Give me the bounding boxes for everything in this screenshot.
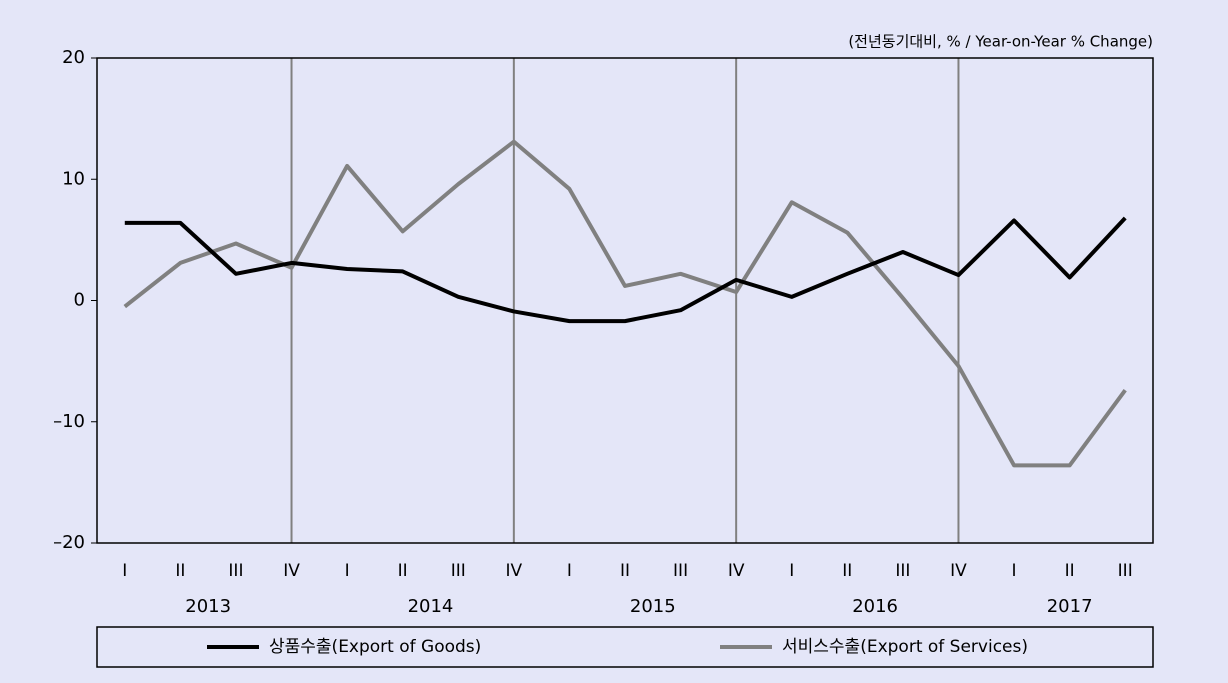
legend-label: 상품수출(Export of Goods) <box>269 637 481 657</box>
year-label: 2015 <box>630 596 676 617</box>
series-line <box>123 139 1127 468</box>
year-label: 2014 <box>408 596 454 617</box>
x-tick-label: II <box>1065 561 1075 581</box>
x-tick-label: III <box>228 561 243 581</box>
year-label: 2016 <box>852 596 898 617</box>
x-tick-label: III <box>1118 561 1133 581</box>
x-tick-label: I <box>1012 561 1017 581</box>
x-tick-label: I <box>122 561 127 581</box>
year-label: 2013 <box>185 596 231 617</box>
x-tick-label: IV <box>950 561 967 581</box>
x-tick-label: III <box>673 561 688 581</box>
x-tick-label: III <box>451 561 466 581</box>
y-tick-label: 10 <box>62 168 85 189</box>
plot-frame <box>96 57 1154 544</box>
x-tick-label: II <box>398 561 408 581</box>
x-tick-label: II <box>842 561 852 581</box>
legend-label: 서비스수출(Export of Services) <box>782 637 1028 657</box>
x-tick-label: I <box>789 561 794 581</box>
y-tick-label: –20 <box>53 532 85 553</box>
x-tick-label: I <box>345 561 350 581</box>
x-tick-label: IV <box>728 561 745 581</box>
x-tick-label: II <box>620 561 630 581</box>
unit-note: (전년동기대비, % / Year-on-Year % Change) <box>848 33 1153 51</box>
y-tick-label: 0 <box>74 290 85 311</box>
year-label: 2017 <box>1047 596 1093 617</box>
y-tick-label: –10 <box>53 411 85 432</box>
legend-box <box>96 626 1154 668</box>
x-tick-label: IV <box>506 561 523 581</box>
x-tick-label: II <box>175 561 185 581</box>
x-tick-label: IV <box>283 561 300 581</box>
x-tick-label: I <box>567 561 572 581</box>
y-tick-label: 20 <box>62 47 85 68</box>
series-line <box>124 216 1127 324</box>
x-tick-label: III <box>895 561 910 581</box>
